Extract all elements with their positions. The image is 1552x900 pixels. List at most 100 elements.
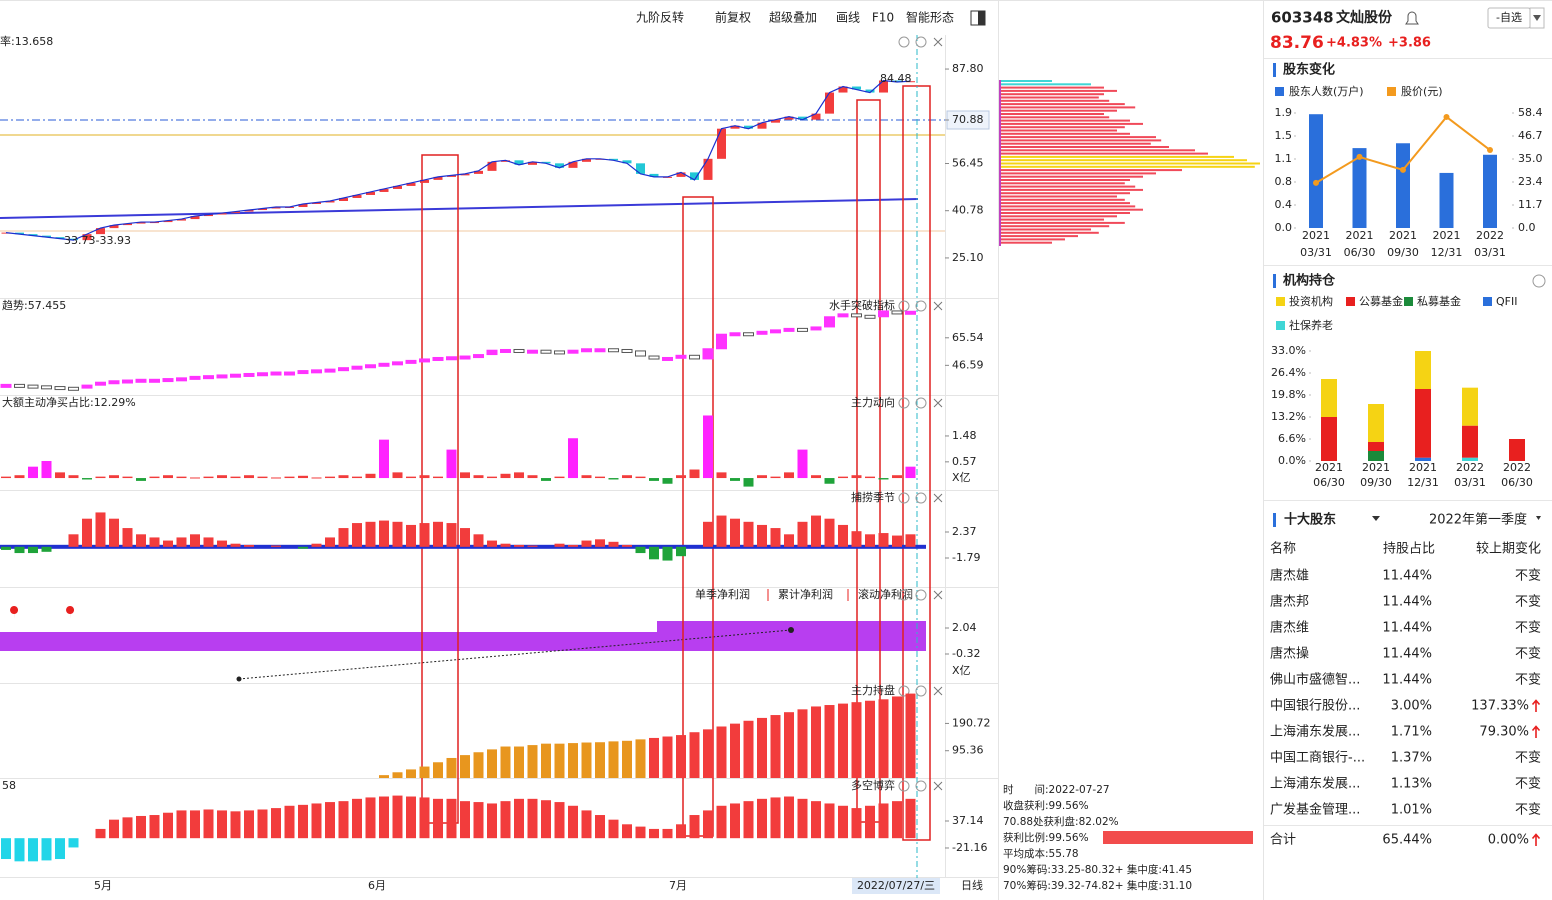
column-header: 持股占比 xyxy=(1383,542,1435,557)
settings-icon[interactable] xyxy=(898,492,910,504)
help-icon[interactable] xyxy=(915,300,927,312)
indicator-candle xyxy=(770,329,781,334)
bar xyxy=(28,838,38,862)
candle xyxy=(703,158,713,180)
chip-info: 时 间:2022-07-27 xyxy=(1003,783,1110,796)
settings-icon[interactable] xyxy=(898,300,910,312)
chip-bar xyxy=(1000,80,1052,82)
close-icon[interactable] xyxy=(933,493,943,503)
settings-icon[interactable] xyxy=(898,589,910,601)
watch-label[interactable]: -自选 xyxy=(1496,11,1522,24)
trend-line xyxy=(0,198,919,219)
help-icon[interactable] xyxy=(1532,274,1546,288)
x-tick-label: 2022 xyxy=(1503,461,1531,474)
axis-label: 46.59 xyxy=(952,358,984,371)
bar xyxy=(271,477,281,479)
bar xyxy=(851,808,862,839)
bar xyxy=(149,537,160,547)
alert-icon[interactable] xyxy=(1405,11,1419,25)
x-tick-label: 2021 xyxy=(1346,229,1374,242)
candle xyxy=(528,161,537,165)
bar xyxy=(527,475,538,479)
axis-label: 190.72 xyxy=(952,716,991,729)
bar xyxy=(662,828,673,839)
candle xyxy=(55,237,65,239)
candle xyxy=(717,128,726,159)
y2-tick-label: 58.4 xyxy=(1518,106,1543,119)
chip-bar xyxy=(1000,83,1091,86)
help-icon[interactable] xyxy=(915,589,927,601)
bar-segment xyxy=(1368,451,1384,461)
column-header: 名称 xyxy=(1270,541,1296,557)
bar xyxy=(460,801,470,839)
indicator-candle xyxy=(797,327,808,332)
price: 83.76 xyxy=(1270,33,1324,53)
settings-icon[interactable] xyxy=(898,36,910,48)
bar xyxy=(703,729,713,778)
toolbar-button[interactable]: 超级叠加 xyxy=(769,10,817,25)
indicator-candle xyxy=(851,313,862,318)
dropdown-arrow[interactable] xyxy=(1536,516,1541,520)
bar xyxy=(865,805,875,839)
bar xyxy=(703,415,713,479)
toolbar-button[interactable]: 画线 xyxy=(836,11,860,25)
bar xyxy=(716,726,727,778)
bar xyxy=(514,798,524,839)
close-icon[interactable] xyxy=(933,590,943,600)
candle xyxy=(690,172,699,180)
chip-bar xyxy=(1000,103,1125,106)
x-tick-label: 06/30 xyxy=(1501,476,1533,489)
indicator-candle xyxy=(675,354,687,359)
close-icon[interactable] xyxy=(933,781,943,791)
bar xyxy=(797,709,808,778)
chip-bar xyxy=(1000,86,1104,89)
bar xyxy=(95,512,106,547)
legend-item: QFII xyxy=(1496,295,1517,308)
close-icon[interactable] xyxy=(933,686,943,696)
indicator-candle xyxy=(365,364,376,369)
bar xyxy=(68,534,79,547)
right-separators xyxy=(1264,58,1552,826)
toolbar-button[interactable]: 智能形态 xyxy=(906,10,954,25)
bar xyxy=(284,805,295,839)
candle xyxy=(622,160,632,164)
chip-bar xyxy=(1000,228,1091,231)
candle xyxy=(69,238,78,241)
bar xyxy=(851,702,862,778)
toolbar-button[interactable]: 九阶反转 xyxy=(636,10,684,25)
indicator-candle xyxy=(41,385,52,390)
help-icon[interactable] xyxy=(915,492,927,504)
toolbar-button[interactable]: 前复权 xyxy=(715,10,751,25)
close-icon[interactable] xyxy=(933,301,943,311)
close-icon[interactable] xyxy=(933,37,943,47)
help-icon[interactable] xyxy=(915,36,927,48)
bar xyxy=(257,476,268,479)
candle xyxy=(163,220,173,223)
help-icon[interactable] xyxy=(915,397,927,409)
bar xyxy=(379,520,389,547)
settings-icon[interactable] xyxy=(898,397,910,409)
candle xyxy=(109,225,119,229)
bar xyxy=(892,475,902,479)
candle xyxy=(393,185,402,189)
bar xyxy=(865,700,875,778)
close-icon[interactable] xyxy=(933,398,943,408)
chip-bar xyxy=(1000,162,1260,165)
bar xyxy=(230,543,241,547)
bar xyxy=(82,518,92,547)
chip-bar xyxy=(1000,215,1117,218)
period-select[interactable]: 2022年第一季度 xyxy=(1429,512,1527,528)
section-marker xyxy=(1273,274,1276,288)
indicator-candle xyxy=(824,316,835,328)
settings-icon[interactable] xyxy=(898,685,910,697)
bar xyxy=(433,798,443,839)
section-title: 机构持仓 xyxy=(1283,273,1336,289)
dropdown-arrow[interactable] xyxy=(1372,516,1380,521)
bar xyxy=(608,819,619,839)
indicator-candle xyxy=(108,380,120,385)
toolbar-button[interactable]: F10 xyxy=(872,11,894,25)
settings-icon[interactable] xyxy=(898,780,910,792)
help-icon[interactable] xyxy=(915,780,927,792)
help-icon[interactable] xyxy=(915,685,927,697)
